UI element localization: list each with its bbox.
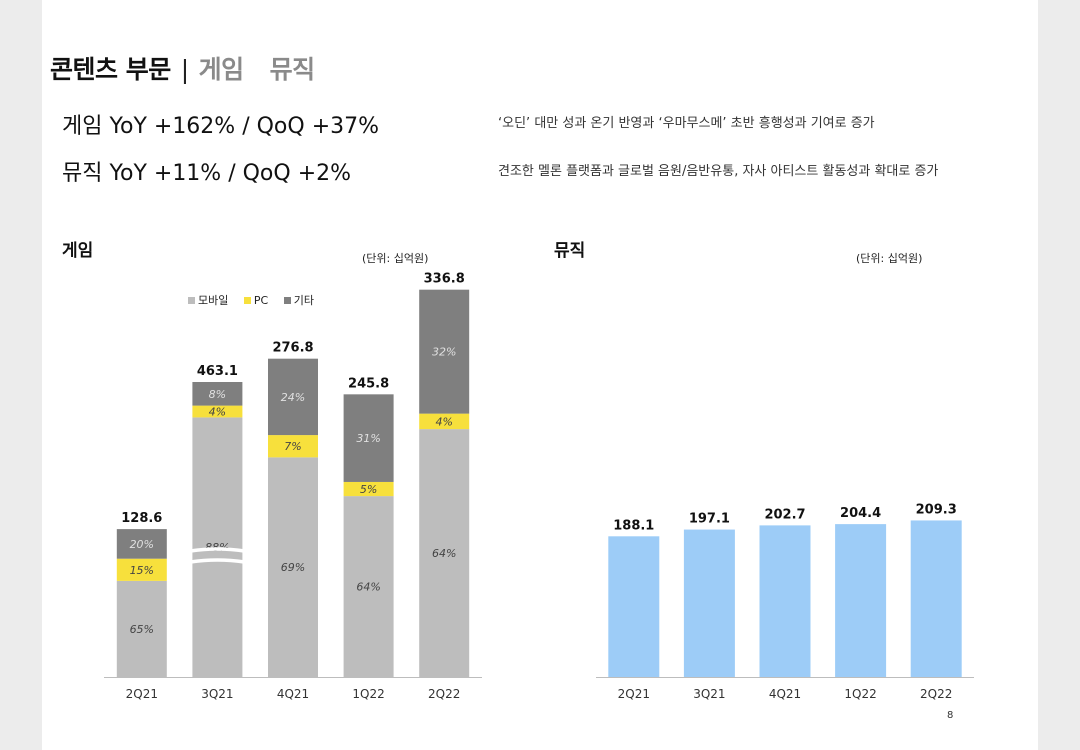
game-tick-label-1Q22: 1Q22 (352, 687, 384, 701)
game-bar-mobile-2Q21 (116, 580, 167, 677)
music-bar-2Q21 (608, 536, 660, 677)
game-share-label-mobile-2Q22: 64% (432, 547, 456, 560)
game-note: ‘오딘’ 대만 성과 온기 반영과 ‘우마무스메’ 초반 흥행성과 기여로 증가 (498, 116, 875, 131)
game-chart-title: 게임 (62, 241, 94, 261)
game-bar-other-4Q21 (268, 358, 318, 436)
game-metric: 게임 YoY +162% / QoQ +37% (62, 114, 380, 139)
music-note: 견조한 멜론 플랫폼과 글로벌 음원/음반유통, 자사 아티스트 활동성과 확대… (498, 164, 939, 179)
music-bar-4Q21 (759, 525, 811, 677)
game-share-label-other-3Q21: 8% (209, 388, 226, 401)
music-metric: 뮤직 YoY +11% / QoQ +2% (62, 161, 352, 186)
game-share-label-pc-3Q21: 4% (209, 406, 226, 419)
game-share-label-other-2Q22: 32% (432, 346, 456, 359)
legend-swatch-mobile (188, 297, 195, 304)
title-sub-music: 뮤직 (269, 55, 316, 84)
music-value-label-2Q22: 209.3 (916, 502, 957, 517)
legend-label-other: 기타 (293, 294, 314, 307)
title-sub-game: 게임 (198, 55, 245, 84)
axis-break-mark-bottom (190, 558, 245, 564)
game-share-label-other-2Q21: 20% (130, 538, 154, 551)
game-bar-mobile-3Q21 (192, 417, 243, 677)
game-bar-other-1Q22 (343, 394, 394, 482)
music-value-label-4Q21: 202.7 (764, 507, 805, 522)
music-bar-3Q21 (683, 529, 735, 677)
game-total-label-2Q22: 336.8 (424, 272, 465, 287)
title-separator: | (180, 55, 189, 84)
music-value-label-1Q22: 204.4 (840, 506, 881, 521)
page-title: 콘텐츠 부문 | 게임 뮤직 (50, 50, 315, 86)
game-share-label-mobile-2Q21: 65% (130, 623, 154, 636)
legend-swatch-pc (243, 297, 251, 304)
game-total-label-2Q21: 128.6 (121, 511, 162, 526)
game-share-label-other-4Q21: 24% (281, 391, 305, 404)
music-tick-label-4Q21: 4Q21 (769, 687, 801, 701)
game-tick-label-2Q21: 2Q21 (126, 687, 158, 701)
axis-break-mark-top (190, 547, 245, 553)
game-share-label-other-1Q22: 31% (356, 432, 380, 445)
music-bar-1Q22 (835, 524, 887, 677)
game-bar-other-2Q21 (116, 529, 167, 559)
music-tick-label-3Q21: 3Q21 (693, 687, 725, 701)
music-chart-unit: (단위: 십억원) (856, 252, 923, 265)
game-share-label-mobile-1Q22: 64% (356, 581, 380, 594)
legend-label-mobile: 모바일 (198, 294, 229, 307)
game-bar-pc-2Q22 (419, 413, 470, 430)
title-main: 콘텐츠 부문 (50, 55, 171, 84)
game-bar-mobile-2Q22 (419, 429, 470, 677)
game-total-label-4Q21: 276.8 (272, 341, 313, 356)
game-total-label-3Q21: 463.1 (197, 364, 238, 379)
page-number: 8 (947, 710, 954, 721)
legend-item-other: 기타 (283, 292, 314, 308)
legend-item-mobile: 모바일 (188, 292, 228, 308)
music-tick-label-2Q21: 2Q21 (618, 687, 650, 701)
game-bar-pc-2Q21 (116, 558, 167, 581)
legend-label-pc: PC (253, 294, 269, 307)
game-bar-pc-4Q21 (268, 435, 318, 458)
music-bar-2Q22 (910, 520, 962, 677)
game-total-label-1Q22: 245.8 (348, 376, 389, 391)
game-bar-mobile-4Q21 (268, 457, 318, 677)
game-bar-other-3Q21 (192, 382, 243, 406)
game-chart-unit: (단위: 십억원) (362, 252, 429, 265)
music-value-label-2Q21: 188.1 (613, 518, 654, 533)
game-share-label-pc-2Q21: 15% (130, 564, 154, 577)
game-share-label-mobile-4Q21: 69% (281, 561, 305, 574)
game-bar-pc-3Q21 (192, 405, 243, 418)
game-share-label-pc-2Q22: 4% (435, 415, 452, 428)
music-tick-label-1Q22: 1Q22 (844, 687, 876, 701)
game-share-label-pc-1Q22: 5% (360, 483, 377, 496)
game-bar-pc-1Q22 (343, 481, 394, 497)
legend-item-pc: PC (243, 294, 269, 307)
game-bar-other-2Q22 (419, 289, 470, 414)
music-chart-title: 뮤직 (554, 241, 586, 261)
legend-swatch-other (283, 297, 291, 304)
game-tick-label-4Q21: 4Q21 (277, 687, 309, 701)
game-tick-label-2Q22: 2Q22 (428, 687, 460, 701)
game-share-label-pc-4Q21: 7% (284, 440, 301, 453)
game-chart-legend: 모바일 PC 기타 (188, 292, 326, 308)
music-tick-label-2Q22: 2Q22 (920, 687, 952, 701)
music-value-label-3Q21: 197.1 (689, 512, 730, 527)
game-bar-mobile-1Q22 (343, 496, 394, 677)
game-tick-label-3Q21: 3Q21 (201, 687, 233, 701)
